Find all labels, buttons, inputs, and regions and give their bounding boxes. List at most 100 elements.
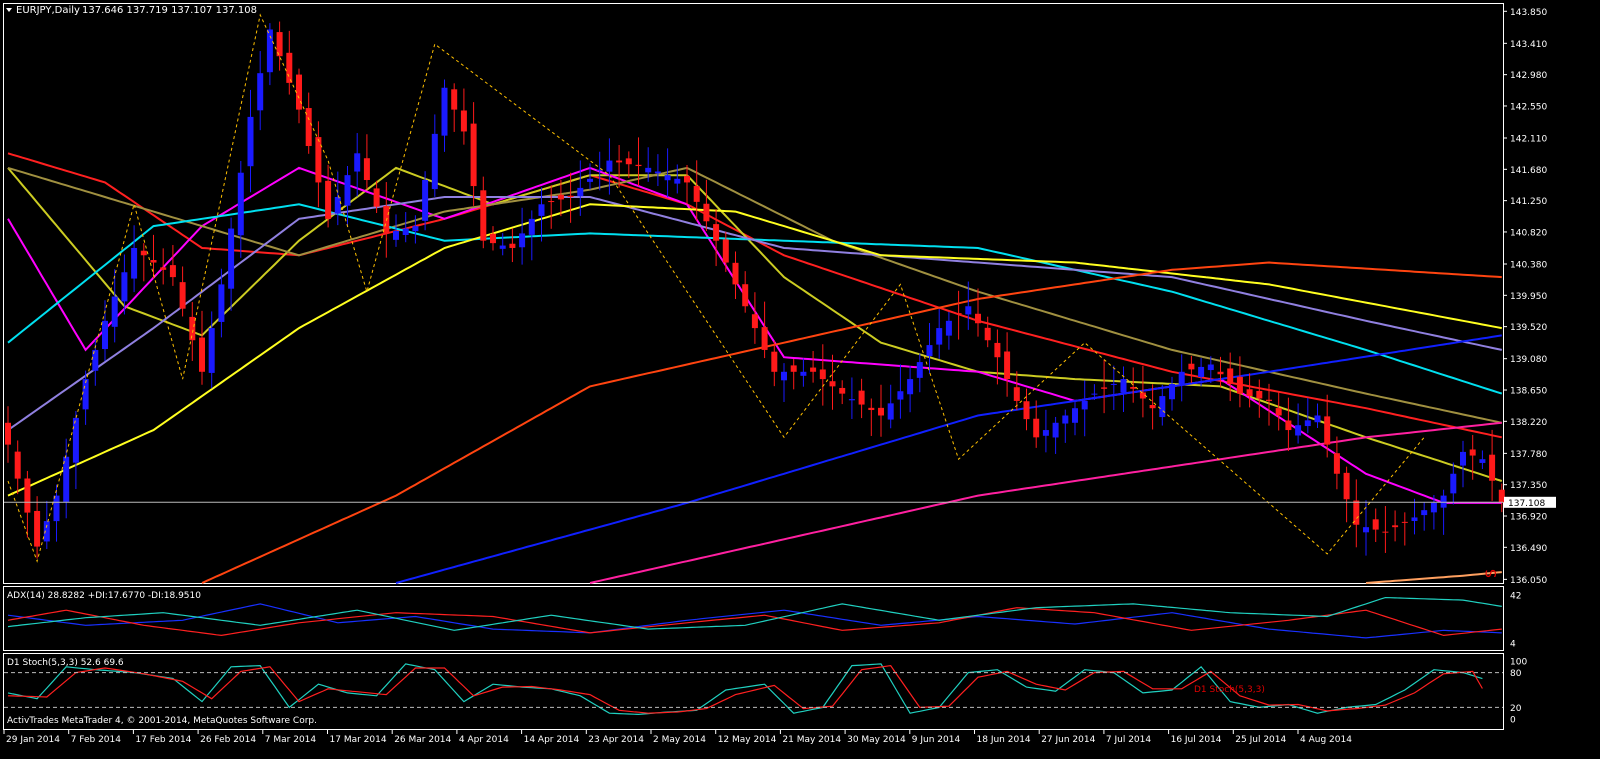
candle (160, 248, 167, 285)
candle (945, 311, 952, 350)
date-tick-label: 9 Jun 2014 (912, 735, 961, 745)
candle (1353, 479, 1360, 548)
candle (1440, 489, 1447, 535)
date-tick-label: 4 Aug 2014 (1300, 735, 1352, 745)
candle (1207, 356, 1214, 384)
candle (596, 151, 603, 191)
symbol-title: EURJPY,Daily (16, 5, 80, 16)
candle (1198, 357, 1205, 387)
candle (975, 288, 981, 337)
candle (325, 164, 332, 228)
candle (955, 290, 962, 340)
candle (140, 243, 147, 282)
candle (412, 215, 419, 244)
candle (684, 165, 690, 205)
candle (984, 316, 991, 348)
date-axis: 29 Jan 2014 7 Feb 2014 17 Feb 2014 26 Feb 2… (3, 730, 1352, 745)
price-tick-label: 136.050 (1510, 576, 1547, 586)
price-tick-label: 140.820 (1510, 228, 1547, 238)
adx-line-1 (7, 607, 1502, 637)
stoch-tick-label: 0 (1510, 716, 1516, 726)
candle (916, 353, 923, 393)
price-tick-label: 136.920 (1510, 512, 1547, 522)
arrow-marker-icon: S (1484, 569, 1500, 578)
candle (422, 171, 429, 231)
price-tick-label: 143.410 (1510, 40, 1547, 50)
candle (1275, 391, 1282, 431)
moving-average-3 (7, 166, 1503, 424)
stoch-title: D1 Stoch(5,3,3) 52.6 69.6 (7, 658, 124, 668)
date-tick-label: 17 Feb 2014 (135, 735, 191, 745)
candle (713, 209, 720, 267)
candle (286, 30, 293, 95)
candle (102, 300, 108, 361)
date-tick-label: 2 May 2014 (653, 735, 706, 745)
candle (451, 83, 458, 132)
candle (1236, 356, 1243, 408)
candle (1139, 365, 1146, 418)
candle (625, 151, 632, 179)
candle (121, 254, 128, 315)
candle (247, 89, 254, 193)
candle (53, 484, 60, 542)
moving-average-10 (1365, 571, 1502, 584)
candle (63, 438, 70, 519)
candle (315, 121, 322, 208)
price-tick-label: 140.380 (1510, 261, 1547, 271)
candle (587, 163, 593, 190)
adx-line-2 (7, 596, 1502, 631)
price-tick-label: 139.950 (1510, 292, 1547, 302)
price-tick-label: 142.550 (1510, 102, 1547, 112)
candle (393, 214, 399, 247)
date-tick-label: 21 May 2014 (782, 735, 841, 745)
stoch-panel-frame (3, 653, 1504, 730)
candle (480, 176, 487, 249)
candle (1246, 373, 1253, 408)
moving-average-8 (201, 261, 1502, 584)
price-tick-label: 143.850 (1510, 8, 1547, 18)
candle (606, 138, 613, 195)
candle (722, 231, 729, 272)
candle (1052, 416, 1059, 454)
stoch-tick-label: 100 (1510, 658, 1527, 668)
candle (1392, 510, 1399, 542)
candle (703, 179, 710, 232)
stoch-tick-label: 80 (1510, 669, 1522, 679)
candle (1013, 371, 1020, 411)
candle (848, 377, 855, 419)
dropdown-triangle-icon[interactable] (6, 8, 12, 12)
candle (548, 185, 555, 229)
date-tick-label: 26 Mar 2014 (394, 735, 451, 745)
candle (1489, 429, 1496, 501)
ohlc-values: 137.646 137.719 137.107 137.108 (82, 5, 257, 16)
candle (208, 311, 215, 389)
zigzag-line (7, 13, 1425, 563)
candle (1382, 506, 1389, 553)
candle (305, 92, 312, 154)
candle (829, 354, 836, 410)
moving-average-1 (7, 166, 1503, 482)
stoch-levels (4, 672, 1503, 708)
candle (1430, 495, 1437, 530)
candle (693, 160, 700, 221)
candle (1363, 500, 1369, 556)
candle (1411, 498, 1418, 535)
candle (1401, 512, 1408, 546)
stoch-line-0 (7, 663, 1483, 716)
price-tick-label: 138.220 (1510, 418, 1547, 428)
candle (24, 470, 31, 538)
price-tick-label: 142.110 (1510, 135, 1547, 145)
candle (1072, 400, 1078, 436)
candle (1324, 394, 1331, 458)
candle (363, 134, 370, 190)
candle (460, 88, 467, 145)
candle (664, 148, 671, 198)
candle (674, 164, 681, 194)
date-tick-label: 16 Jul 2014 (1171, 735, 1222, 745)
price-tick-label: 141.680 (1510, 166, 1547, 176)
moving-average-7 (395, 334, 1502, 584)
candle (897, 364, 904, 419)
candle (431, 114, 438, 197)
date-tick-label: 14 Apr 2014 (524, 735, 580, 745)
candle (237, 160, 244, 258)
